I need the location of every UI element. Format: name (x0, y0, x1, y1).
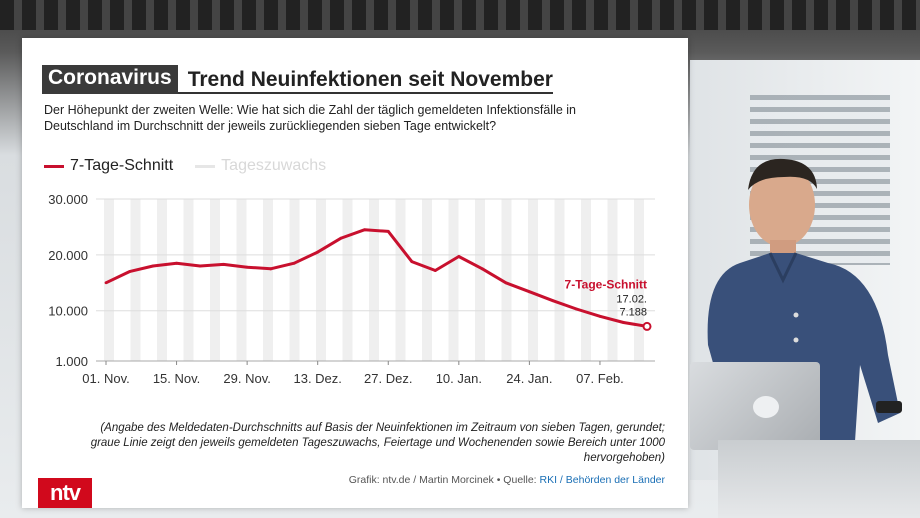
data-point (316, 250, 320, 254)
data-point (622, 321, 625, 324)
line-chart: 30.000 20.000 10.000 1.000 01. Nov. 15. Nov. 2… (48, 192, 655, 386)
chart-credit: Grafik: ntv.de / Martin Morcinek • Quell… (300, 474, 665, 486)
background-band (634, 199, 644, 361)
x-tick-label: 24. Jan. (506, 371, 552, 386)
y-tick-label: 1.000 (55, 354, 88, 369)
x-tick-label: 07. Feb. (576, 371, 624, 386)
data-point (175, 261, 178, 265)
background-band (607, 199, 618, 361)
y-tick-label: 30.000 (48, 192, 88, 207)
background-band (236, 199, 247, 361)
data-point (433, 269, 437, 272)
y-tick-label: 20.000 (48, 248, 88, 263)
header-tag: Coronavirus (42, 65, 178, 94)
chart-legend: 7-Tage-Schnitt Tageszuwachs (44, 157, 326, 175)
background-band (263, 199, 273, 361)
background-band (501, 199, 512, 361)
annotation-label: 7-Tage-Schnitt (565, 277, 647, 291)
legend-line-icon-series1 (44, 164, 64, 168)
background-band (316, 199, 326, 361)
data-point (551, 299, 555, 303)
annotation-date: 17.02. (616, 293, 647, 305)
x-tick-label: 10. Jan. (436, 371, 482, 386)
data-point (198, 264, 202, 268)
chart-title: Trend Neuinfektionen seit November (177, 65, 553, 94)
background-band (528, 199, 538, 361)
background-band (448, 199, 459, 361)
background-band (130, 199, 141, 361)
background-band (369, 199, 379, 361)
x-tick-label: 29. Nov. (223, 371, 270, 386)
background-band (475, 199, 485, 361)
data-point (151, 264, 155, 268)
background-band (342, 199, 353, 361)
credit-source-link[interactable]: RKI / Behörden der Länder (539, 474, 666, 486)
chart-header: Coronavirus Trend Neuinfektionen seit No… (42, 65, 553, 94)
data-point (598, 314, 602, 318)
data-point (222, 262, 226, 266)
end-point-marker (642, 321, 652, 331)
studio-ceiling (0, 0, 920, 30)
x-tick-label: 15. Nov. (153, 371, 200, 386)
annotation-value: 7.188 (619, 306, 647, 318)
data-point (480, 267, 484, 271)
data-point (245, 265, 249, 269)
data-point (457, 255, 461, 258)
credit-text: Grafik: ntv.de / Martin Morcinek • Quell… (348, 474, 540, 486)
apple-logo-icon (753, 396, 779, 418)
data-point (575, 307, 578, 311)
background-band (157, 199, 167, 361)
y-tick-label: 10.000 (48, 304, 88, 319)
data-point (128, 270, 131, 274)
data-point (504, 281, 508, 285)
chart-footnote: (Angabe des Meldedaten-Durchschnitts auf… (90, 422, 665, 464)
background-band (289, 199, 300, 361)
legend-line-icon-series2 (195, 164, 216, 168)
data-point (386, 230, 390, 233)
data-point (292, 261, 296, 265)
background-band (183, 199, 194, 361)
background-band (581, 199, 591, 361)
presenter-desk (718, 440, 920, 518)
x-tick-label: 01. Nov. (82, 371, 129, 386)
legend-label-series1: 7-Tage-Schnitt (70, 157, 174, 174)
data-point (410, 260, 414, 263)
data-point (363, 228, 367, 232)
background-band (395, 199, 406, 361)
data-point (269, 267, 273, 271)
x-tick-label: 27. Dez. (364, 371, 412, 386)
background-band (422, 199, 432, 361)
x-tick-label: 13. Dez. (293, 371, 341, 386)
data-point (527, 290, 531, 294)
data-point (339, 236, 343, 240)
chart-subtitle: Der Höhepunkt der zweiten Welle: Wie hat… (44, 103, 576, 133)
series-line-7-tage-schnitt (105, 228, 648, 328)
legend-label-series2: Tageszuwachs (221, 157, 327, 174)
ntv-logo: ntv (38, 478, 92, 508)
background-band (554, 199, 565, 361)
data-point (104, 281, 108, 285)
background-band (210, 199, 220, 361)
